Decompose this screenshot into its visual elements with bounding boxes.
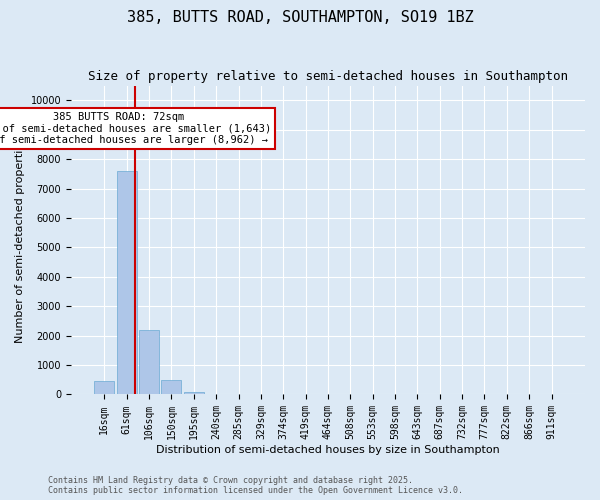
Bar [94, 381, 115, 394]
Bar [184, 392, 204, 394]
Text: 385 BUTTS ROAD: 72sqm
← 15% of semi-detached houses are smaller (1,643)
84% of s: 385 BUTTS ROAD: 72sqm ← 15% of semi-deta… [0, 112, 271, 145]
Bar [116, 171, 137, 394]
Bar [161, 380, 181, 394]
Bar [139, 330, 159, 394]
Title: Size of property relative to semi-detached houses in Southampton: Size of property relative to semi-detach… [88, 70, 568, 83]
Text: Contains HM Land Registry data © Crown copyright and database right 2025.
Contai: Contains HM Land Registry data © Crown c… [48, 476, 463, 495]
X-axis label: Distribution of semi-detached houses by size in Southampton: Distribution of semi-detached houses by … [156, 445, 500, 455]
Text: 385, BUTTS ROAD, SOUTHAMPTON, SO19 1BZ: 385, BUTTS ROAD, SOUTHAMPTON, SO19 1BZ [127, 10, 473, 25]
Y-axis label: Number of semi-detached properties: Number of semi-detached properties [15, 137, 25, 343]
